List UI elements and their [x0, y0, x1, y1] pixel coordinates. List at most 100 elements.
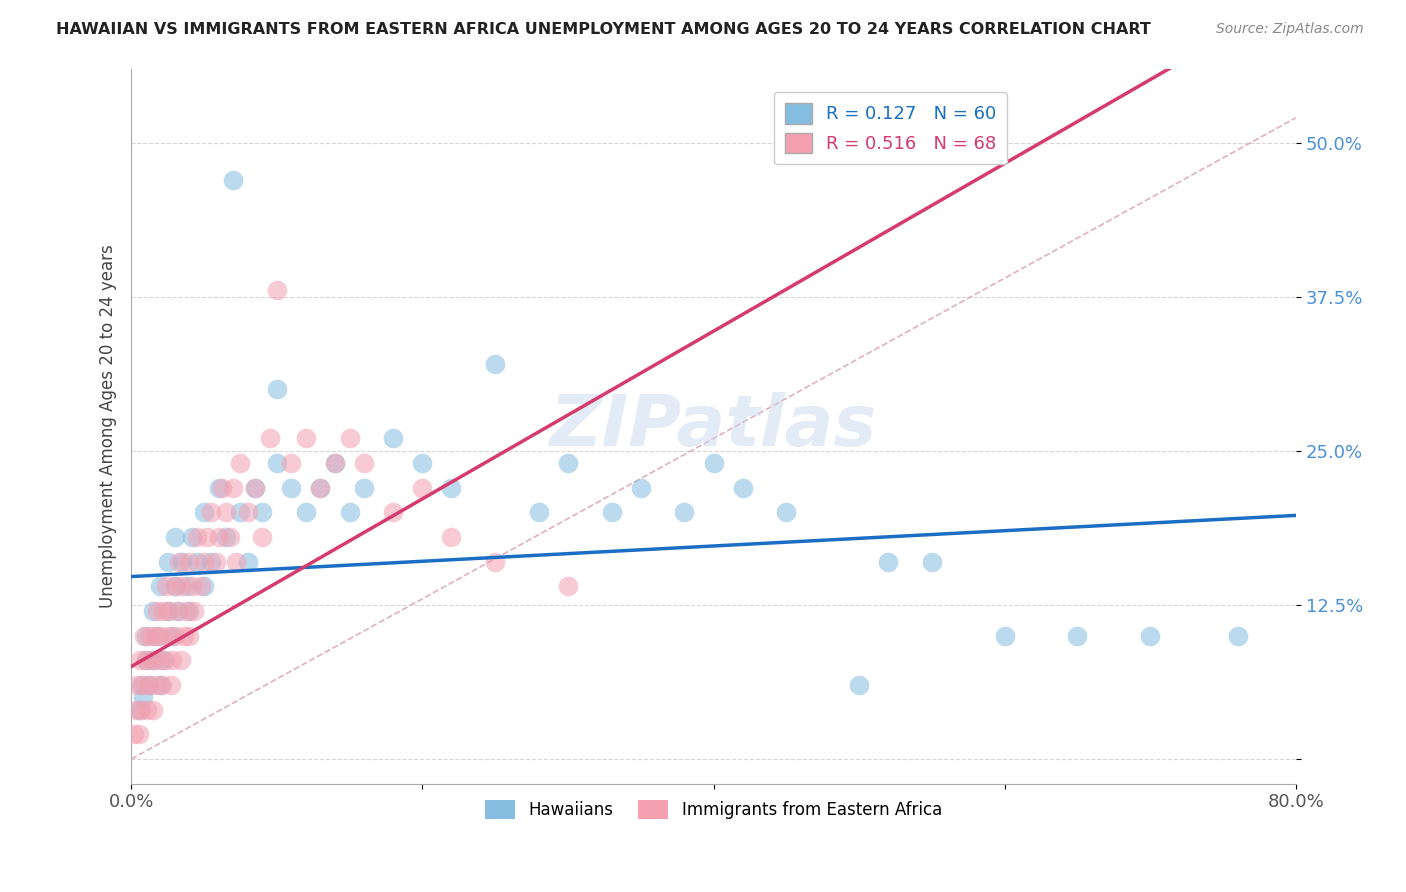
- Point: [166, 604, 188, 618]
- Point: [994, 629, 1017, 643]
- Point: [921, 555, 943, 569]
- Point: [129, 653, 152, 667]
- Point: [323, 456, 346, 470]
- Point: [600, 505, 623, 519]
- Point: [183, 604, 205, 618]
- Point: [215, 505, 238, 519]
- Point: [229, 505, 252, 519]
- Point: [163, 579, 186, 593]
- Point: [153, 653, 176, 667]
- Point: [702, 456, 724, 470]
- Point: [128, 703, 150, 717]
- Point: [200, 555, 222, 569]
- Point: [169, 555, 191, 569]
- Point: [266, 456, 288, 470]
- Point: [353, 481, 375, 495]
- Point: [731, 481, 754, 495]
- Point: [134, 629, 156, 643]
- Point: [152, 604, 174, 618]
- Text: HAWAIIAN VS IMMIGRANTS FROM EASTERN AFRICA UNEMPLOYMENT AMONG AGES 20 TO 24 YEAR: HAWAIIAN VS IMMIGRANTS FROM EASTERN AFRI…: [56, 22, 1152, 37]
- Point: [382, 505, 405, 519]
- Point: [156, 555, 179, 569]
- Point: [222, 481, 245, 495]
- Point: [173, 629, 195, 643]
- Point: [323, 456, 346, 470]
- Point: [149, 579, 172, 593]
- Point: [142, 703, 165, 717]
- Point: [211, 481, 233, 495]
- Point: [1066, 629, 1088, 643]
- Point: [207, 530, 229, 544]
- Point: [775, 505, 797, 519]
- Point: [136, 703, 159, 717]
- Point: [557, 456, 579, 470]
- Point: [141, 653, 163, 667]
- Point: [295, 432, 318, 446]
- Point: [411, 456, 433, 470]
- Point: [200, 505, 222, 519]
- Point: [673, 505, 696, 519]
- Point: [1139, 629, 1161, 643]
- Point: [193, 505, 215, 519]
- Point: [146, 604, 169, 618]
- Point: [135, 653, 157, 667]
- Point: [179, 604, 201, 618]
- Point: [193, 579, 215, 593]
- Point: [630, 481, 652, 495]
- Point: [219, 530, 242, 544]
- Y-axis label: Unemployment Among Ages 20 to 24 years: Unemployment Among Ages 20 to 24 years: [100, 244, 117, 608]
- Point: [139, 629, 162, 643]
- Point: [142, 653, 165, 667]
- Point: [143, 629, 166, 643]
- Point: [138, 678, 160, 692]
- Point: [252, 505, 274, 519]
- Point: [156, 629, 179, 643]
- Point: [170, 653, 193, 667]
- Point: [172, 555, 194, 569]
- Point: [440, 530, 463, 544]
- Point: [229, 456, 252, 470]
- Point: [195, 530, 218, 544]
- Point: [156, 604, 179, 618]
- Point: [236, 555, 259, 569]
- Point: [181, 579, 204, 593]
- Point: [280, 481, 302, 495]
- Point: [142, 604, 165, 618]
- Point: [193, 555, 215, 569]
- Point: [222, 172, 245, 186]
- Point: [132, 690, 155, 705]
- Point: [145, 678, 167, 692]
- Point: [266, 284, 288, 298]
- Point: [148, 653, 170, 667]
- Point: [131, 703, 153, 717]
- Point: [124, 703, 146, 717]
- Point: [149, 629, 172, 643]
- Point: [128, 727, 150, 741]
- Point: [557, 579, 579, 593]
- Point: [125, 678, 148, 692]
- Point: [243, 481, 266, 495]
- Point: [280, 456, 302, 470]
- Point: [207, 481, 229, 495]
- Point: [295, 505, 318, 519]
- Point: [204, 555, 226, 569]
- Point: [138, 678, 160, 692]
- Point: [152, 653, 174, 667]
- Point: [266, 382, 288, 396]
- Point: [163, 579, 186, 593]
- Point: [339, 505, 361, 519]
- Point: [236, 505, 259, 519]
- Point: [484, 555, 506, 569]
- Point: [176, 579, 198, 593]
- Point: [848, 678, 870, 692]
- Point: [186, 555, 208, 569]
- Point: [259, 432, 281, 446]
- Point: [181, 530, 204, 544]
- Point: [309, 481, 332, 495]
- Point: [411, 481, 433, 495]
- Point: [163, 530, 186, 544]
- Point: [179, 629, 201, 643]
- Point: [146, 629, 169, 643]
- Legend: Hawaiians, Immigrants from Eastern Africa: Hawaiians, Immigrants from Eastern Afric…: [478, 793, 949, 825]
- Point: [135, 629, 157, 643]
